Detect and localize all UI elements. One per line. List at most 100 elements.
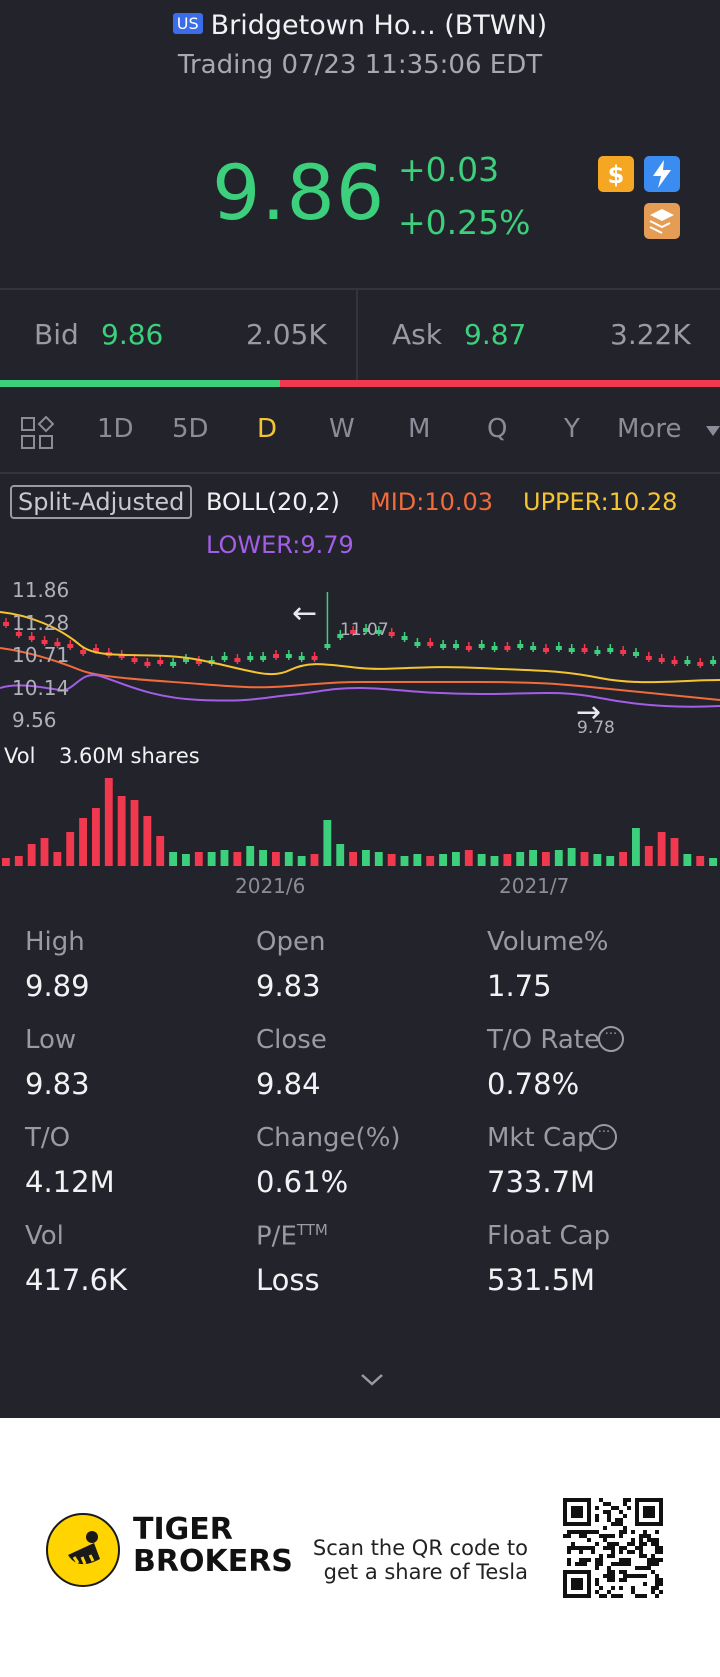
- volume-bar: [220, 850, 229, 866]
- volume-bar: [657, 832, 666, 866]
- x-axis-label: 2021/7: [499, 874, 570, 898]
- boll-lower-line: [0, 673, 720, 708]
- tab-week[interactable]: W: [329, 414, 355, 444]
- tab-quarter[interactable]: Q: [487, 414, 508, 444]
- volume-bar: [516, 852, 525, 866]
- qr-module: [631, 1530, 635, 1534]
- volume-bar: [477, 854, 486, 866]
- qr-module: [567, 1550, 571, 1554]
- candle-body: [363, 628, 369, 632]
- qr-module: [655, 1582, 659, 1586]
- candle-body: [337, 634, 344, 638]
- qr-module: [607, 1566, 611, 1570]
- qr-module: [607, 1570, 611, 1574]
- tab-day[interactable]: D: [257, 414, 278, 444]
- qr-module: [607, 1534, 611, 1538]
- stat-label: P/ETTM: [256, 1221, 328, 1252]
- volume-bar: [362, 850, 370, 866]
- volume-bar: [284, 852, 293, 866]
- candle-body: [581, 648, 588, 652]
- qr-module: [611, 1574, 615, 1578]
- stat-value: Loss: [256, 1263, 320, 1297]
- high-marker: 11.07: [340, 620, 389, 640]
- qr-module: [595, 1518, 599, 1522]
- tab-1d[interactable]: 1D: [97, 414, 134, 444]
- boll-mid: MID:10.03: [370, 488, 494, 516]
- dollar-icon[interactable]: $: [598, 156, 634, 192]
- layers-icon[interactable]: [644, 203, 680, 239]
- candle-body: [118, 654, 125, 658]
- volume-bar: [156, 836, 165, 866]
- pe-superscript: TTM: [296, 1221, 328, 1239]
- volume-bar: [490, 856, 499, 866]
- chevron-down-icon[interactable]: [706, 426, 720, 436]
- qr-module: [623, 1558, 627, 1562]
- qr-module: [579, 1534, 583, 1538]
- qr-module: [587, 1546, 591, 1550]
- volume-bar: [683, 854, 692, 866]
- qr-module: [571, 1546, 575, 1550]
- qr-code[interactable]: [563, 1498, 663, 1598]
- qr-module: [639, 1594, 643, 1598]
- qr-module: [647, 1562, 651, 1566]
- volume-chart[interactable]: [0, 770, 720, 870]
- volume-bar: [14, 856, 23, 866]
- stat-value: 4.12M: [25, 1165, 115, 1199]
- grid-icon[interactable]: [20, 415, 55, 454]
- qr-module: [567, 1558, 571, 1562]
- qr-module: [563, 1534, 567, 1538]
- candle-body: [710, 660, 717, 664]
- tab-more[interactable]: More: [617, 414, 682, 444]
- promo-line: get a share of Tesla: [323, 1560, 528, 1584]
- qr-module: [599, 1562, 603, 1566]
- qr-module: [599, 1554, 603, 1558]
- qr-module: [639, 1546, 643, 1550]
- qr-module: [651, 1586, 655, 1590]
- qr-module: [595, 1578, 599, 1582]
- qr-module: [643, 1574, 647, 1578]
- qr-module: [615, 1506, 619, 1510]
- qr-module: [579, 1546, 583, 1550]
- volume-bar: [696, 856, 705, 866]
- flash-icon[interactable]: [644, 156, 680, 192]
- tab-month[interactable]: M: [408, 414, 431, 444]
- qr-module: [659, 1550, 663, 1554]
- volume-bar: [593, 854, 602, 866]
- more-info-icon[interactable]: ···: [591, 1124, 617, 1150]
- qr-module: [571, 1530, 575, 1534]
- qr-module: [611, 1554, 615, 1558]
- tab-year[interactable]: Y: [564, 414, 580, 444]
- qr-module: [575, 1530, 579, 1534]
- qr-module: [615, 1562, 619, 1566]
- qr-module: [599, 1558, 603, 1562]
- candle-body: [645, 656, 652, 660]
- price-chart[interactable]: ← →: [0, 570, 720, 740]
- candle-body: [67, 644, 74, 648]
- qr-module: [651, 1570, 655, 1574]
- candle-body: [633, 652, 639, 656]
- qr-module: [619, 1562, 623, 1566]
- qr-module: [583, 1530, 587, 1534]
- qr-module: [623, 1578, 627, 1582]
- split-adjusted-toggle[interactable]: Split-Adjusted: [10, 485, 193, 519]
- tab-5d[interactable]: 5D: [172, 414, 209, 444]
- qr-module: [583, 1558, 587, 1562]
- more-info-icon[interactable]: ···: [598, 1026, 624, 1052]
- qr-module: [611, 1534, 615, 1538]
- candle-body: [15, 632, 22, 636]
- boll-upper-line: [0, 611, 720, 684]
- qr-module: [615, 1542, 619, 1546]
- brand-line: BROKERS: [133, 1544, 293, 1579]
- volume-bar: [452, 852, 460, 866]
- ask-size: 3.22K: [610, 318, 691, 351]
- candle-body: [234, 658, 241, 662]
- volume-bar: [464, 850, 473, 866]
- boll-label[interactable]: BOLL(20,2): [206, 488, 340, 516]
- qr-modules: [563, 1498, 663, 1598]
- ask-label: Ask: [392, 318, 442, 351]
- expand-chevron-icon[interactable]: [360, 1372, 384, 1392]
- right-arrow-icon: →: [576, 695, 601, 730]
- qr-module: [611, 1586, 615, 1590]
- candle-body: [54, 642, 61, 646]
- qr-module: [639, 1550, 643, 1554]
